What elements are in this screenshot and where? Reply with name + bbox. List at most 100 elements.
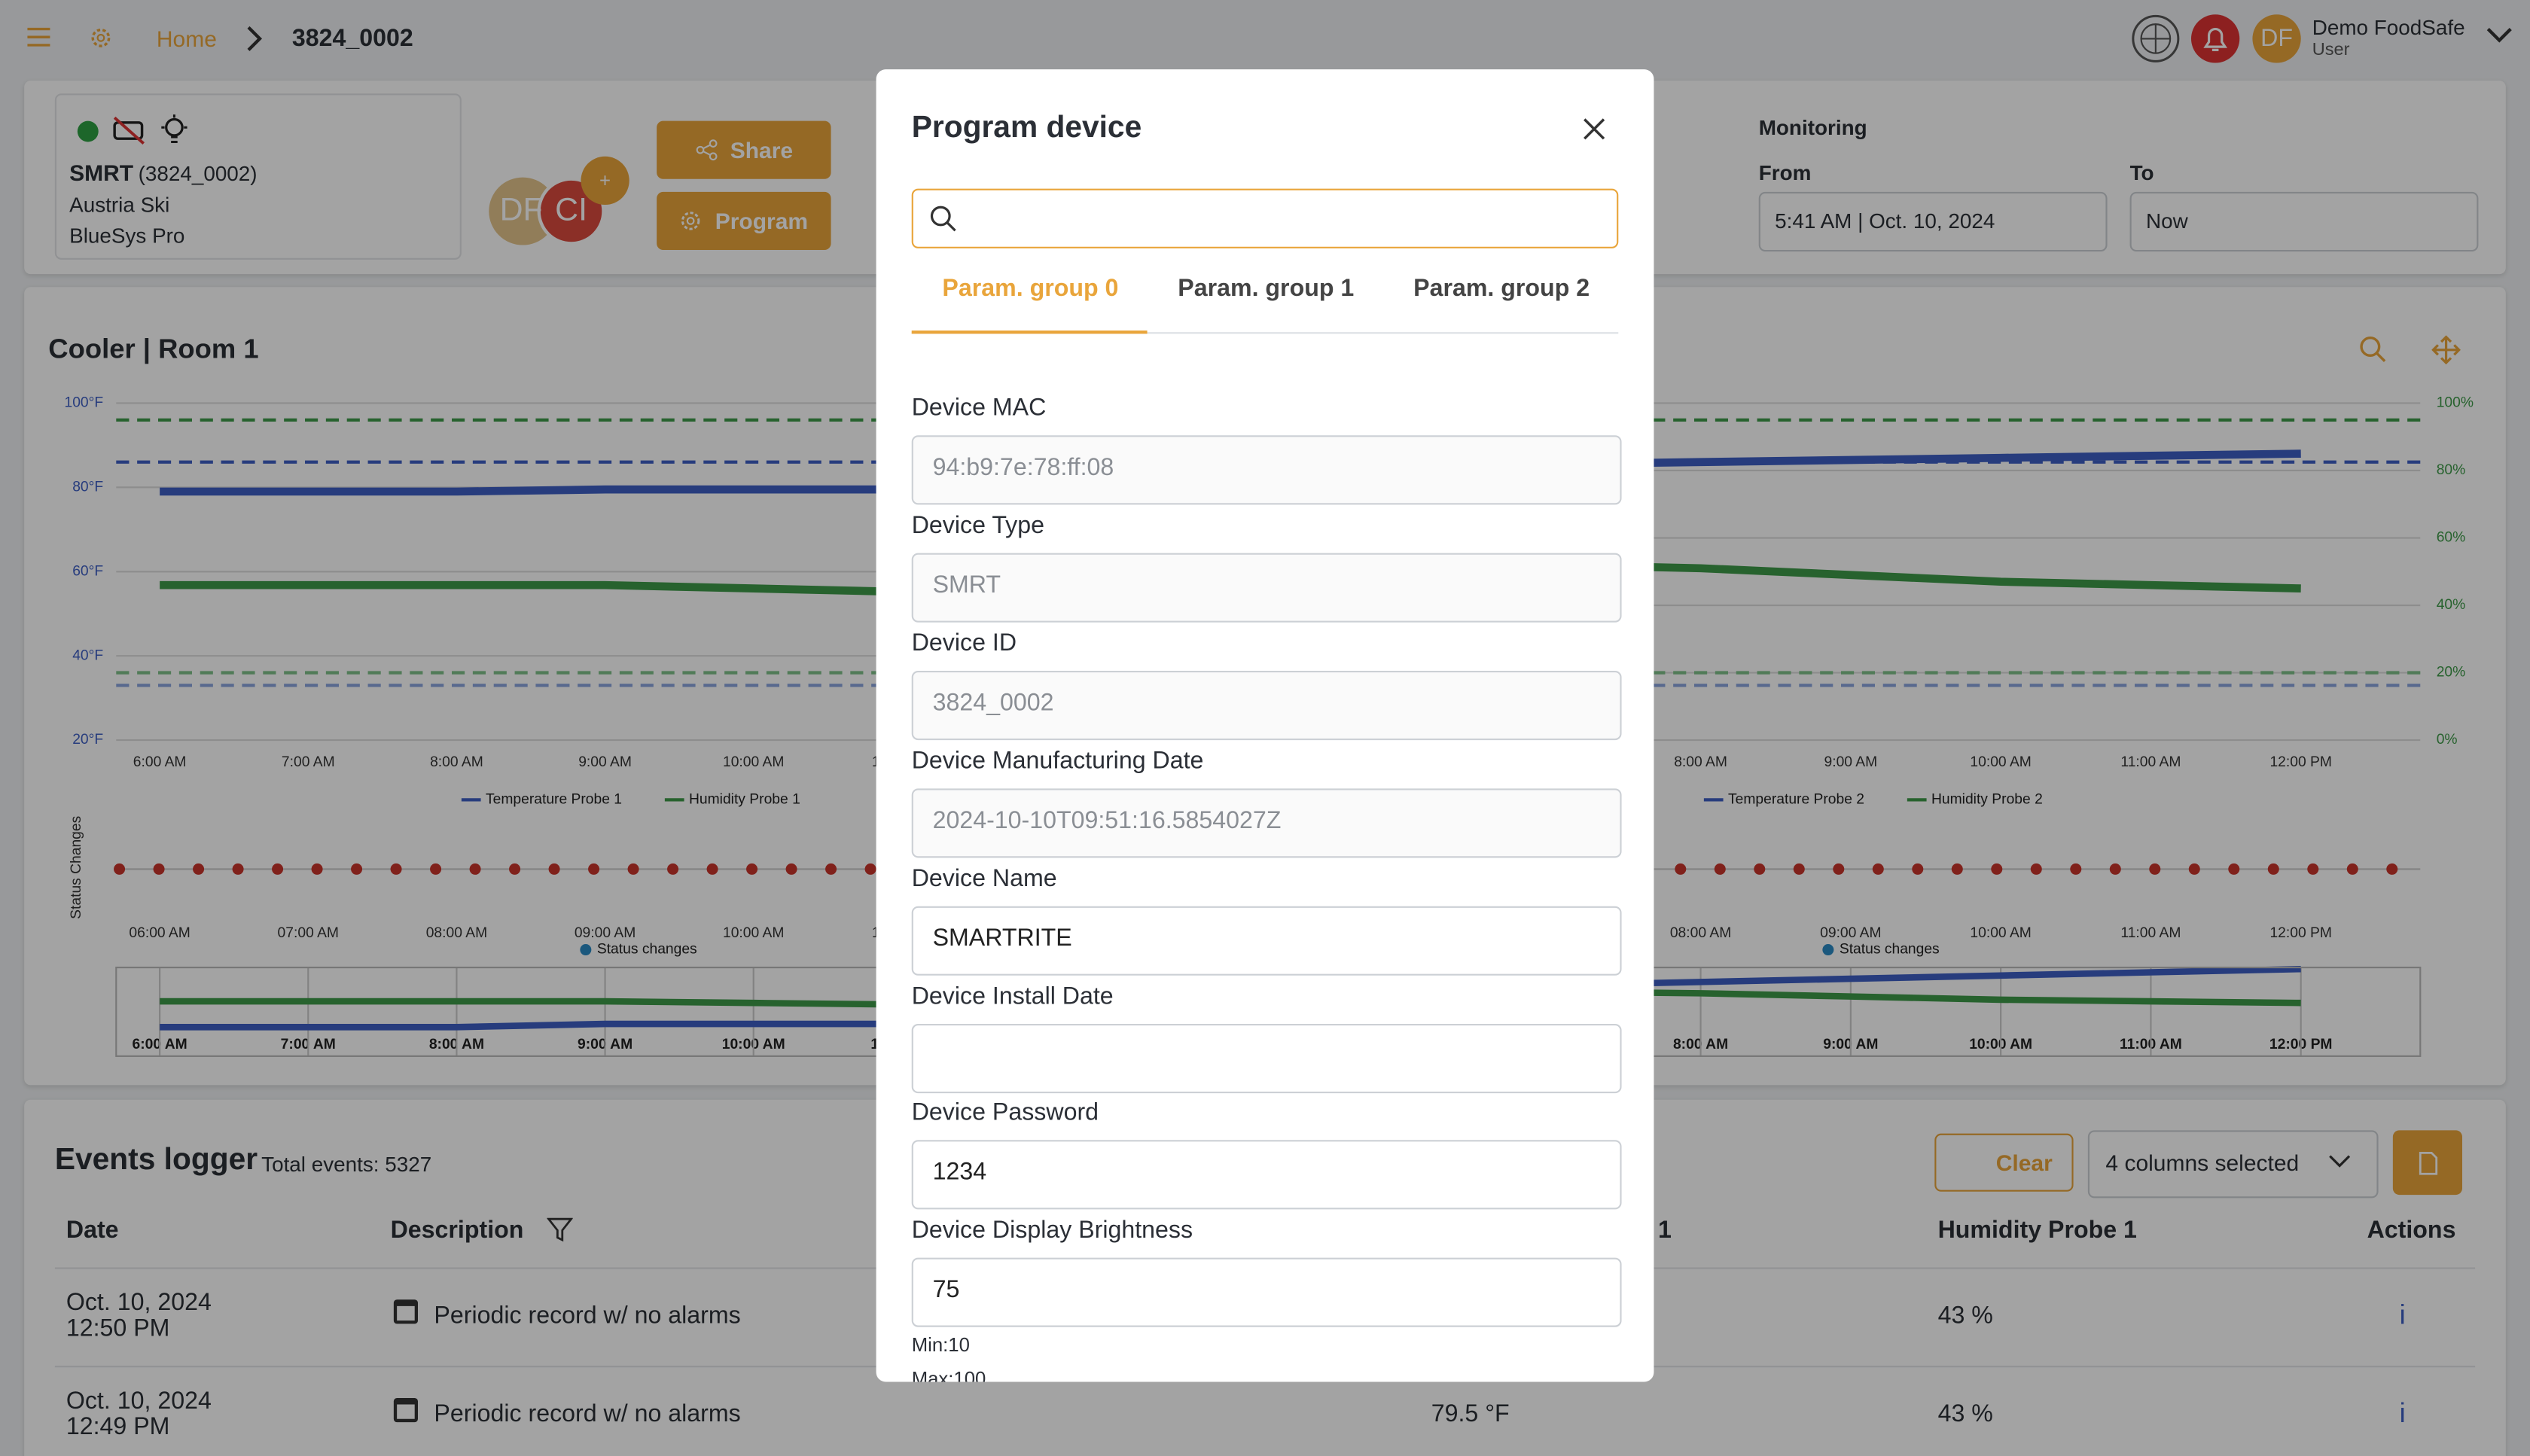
field-input[interactable] [911, 1022, 1622, 1093]
status-legend-dot [580, 944, 592, 956]
field-label: Device Manufacturing Date [911, 747, 1204, 775]
user-avatar[interactable] [2252, 14, 2301, 63]
share-button[interactable]: Share [657, 120, 831, 179]
status-dot [390, 863, 402, 875]
pan-icon[interactable] [2431, 335, 2461, 365]
field-label: Device Password [911, 1099, 1099, 1127]
to-value: Now [2146, 209, 2188, 233]
status-dot [153, 863, 165, 875]
status-dot [2109, 863, 2121, 875]
tab[interactable]: Param. group 1 [1178, 275, 1355, 303]
settings-icon[interactable] [89, 26, 113, 50]
user-initials: DF [2260, 25, 2293, 53]
x-tick-label: 7:00 AM [282, 754, 335, 770]
y-tick-label: 40°F [72, 647, 103, 663]
legend-label: Humidity Probe 1 [689, 791, 800, 807]
program-button[interactable]: Program [657, 191, 831, 250]
field-label: Device Install Date [911, 982, 1114, 1010]
status-dot [193, 863, 205, 875]
status-dot [588, 863, 600, 875]
columns-select[interactable] [2087, 1130, 2379, 1199]
column-header: Description [390, 1216, 524, 1244]
field-value: 75 [932, 1276, 960, 1305]
status-dot [1912, 863, 1924, 875]
zoom-icon[interactable] [2359, 335, 2388, 364]
to-input[interactable] [2129, 191, 2479, 252]
row-time: 12:50 PM [66, 1314, 170, 1343]
x-tick-label: 8:00 AM [1674, 754, 1727, 770]
modal-title: Program device [911, 111, 1142, 145]
menu-icon[interactable] [26, 26, 51, 48]
status-dot [430, 863, 442, 875]
status-tick-label: 10:00 AM [723, 925, 784, 941]
user-role: User [2312, 40, 2350, 60]
breadcrumb-current: 3824_0002 [291, 25, 413, 53]
field-input[interactable] [911, 1141, 1622, 1211]
user-menu-chevron[interactable] [2485, 26, 2514, 45]
search-input[interactable] [911, 188, 1619, 248]
status-dot [77, 120, 99, 142]
from-input[interactable] [1758, 191, 2108, 252]
field-value: 1234 [932, 1159, 987, 1187]
status-dot [2346, 863, 2358, 875]
status-dot [667, 863, 679, 875]
export-button[interactable] [2392, 1130, 2462, 1196]
status-dot [2386, 863, 2398, 875]
row-action[interactable]: i [2399, 1397, 2406, 1429]
device-model: BlueSys Pro [69, 223, 185, 248]
row-action[interactable]: i [2399, 1299, 2406, 1330]
breadcrumb-separator [247, 26, 263, 51]
filter-icon[interactable] [547, 1217, 573, 1243]
active-tab-indicator [911, 330, 1148, 334]
close-button[interactable] [1583, 117, 1605, 140]
status-dot [2267, 863, 2279, 875]
x-tick-label: 6:00 AM [133, 754, 187, 770]
status-dot [1714, 863, 1726, 875]
user-name: Demo FoodSafe [2312, 15, 2465, 40]
share-label: Share [730, 137, 794, 163]
status-legend-dot [1822, 944, 1834, 956]
status-dot [2307, 863, 2319, 875]
field-label: Device MAC [911, 394, 1047, 422]
clear-label: Clear [1995, 1150, 2053, 1176]
field-input[interactable] [911, 1258, 1622, 1328]
tab[interactable]: Param. group 2 [1413, 275, 1590, 303]
status-dot [1793, 863, 1805, 875]
add-user[interactable] [581, 156, 629, 206]
status-dot [2070, 863, 2082, 875]
status-dot [706, 863, 718, 875]
y2-tick-label: 60% [2437, 530, 2466, 546]
status-dot [2030, 863, 2042, 875]
from-value: 5:41 AM | Oct. 10, 2024 [1775, 209, 1995, 233]
battery-icon [113, 116, 145, 145]
notification-icon[interactable] [2190, 13, 2242, 65]
field-label: Device Type [911, 511, 1044, 540]
field-label: Device ID [911, 629, 1017, 657]
y2-tick-label: 0% [2437, 732, 2458, 748]
y2-tick-label: 100% [2437, 395, 2474, 411]
field-input [911, 670, 1622, 740]
clear-button[interactable] [1934, 1133, 2074, 1192]
status-dot [272, 863, 284, 875]
status-dot [746, 863, 758, 875]
field-input[interactable] [911, 905, 1622, 975]
hint-min: Min:10 [911, 1333, 970, 1357]
row-date: Oct. 10, 2024 [66, 1387, 212, 1415]
tab[interactable]: Param. group 0 [942, 275, 1119, 303]
field-value: 3824_0002 [932, 689, 1054, 717]
program-device-modal: Program device Param. group 0 Param. group… [876, 69, 1654, 1382]
field-input [911, 553, 1622, 623]
row-time: 12:49 PM [66, 1413, 170, 1441]
field-value: SMRT [932, 571, 1001, 599]
status-legend: Status changes [1840, 942, 1940, 958]
language-icon[interactable] [2130, 13, 2182, 65]
field-label: Device Name [911, 864, 1057, 892]
x-tick-label: 12:00 PM [2269, 754, 2331, 770]
legend-label: Temperature Probe 2 [1728, 791, 1864, 807]
monitoring-title: Monitoring [1758, 115, 1867, 140]
y-tick-label: 20°F [72, 732, 103, 748]
legend-label: Temperature Probe 1 [486, 791, 622, 807]
x-tick-label: 10:00 AM [723, 754, 784, 770]
tabs-divider [911, 332, 1619, 334]
